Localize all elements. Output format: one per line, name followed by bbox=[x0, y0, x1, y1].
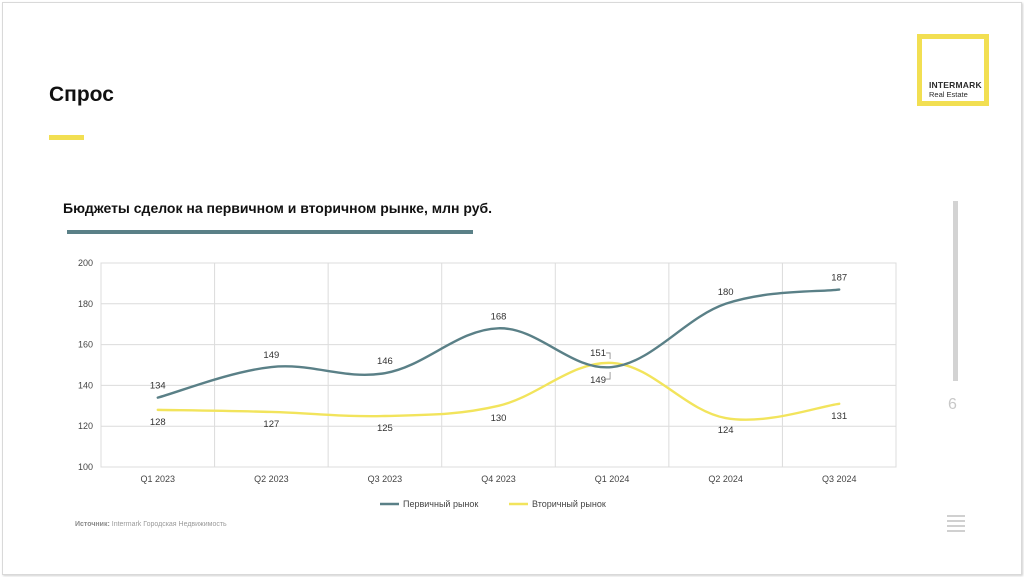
source-text: Intermark Городская Недвижимость bbox=[111, 521, 227, 528]
data-label-primary: 168 bbox=[491, 311, 507, 322]
chart-title: Бюджеты сделок на первичном и вторичном … bbox=[63, 200, 493, 216]
data-label-primary: 134 bbox=[150, 381, 166, 392]
y-tick-label: 100 bbox=[78, 462, 93, 472]
y-tick-label: 160 bbox=[78, 340, 93, 350]
source-label: Источник: bbox=[75, 521, 110, 528]
data-label-secondary: 125 bbox=[377, 423, 393, 434]
series-line-primary bbox=[156, 288, 841, 399]
page-number: 6 bbox=[948, 396, 957, 413]
chart-title-underline bbox=[67, 230, 473, 234]
data-label-secondary: 151 bbox=[590, 348, 606, 359]
vertical-scrollbar[interactable] bbox=[953, 201, 958, 381]
legend-label: Первичный рынок bbox=[403, 499, 478, 509]
data-label-primary: 149 bbox=[263, 350, 279, 361]
data-label-secondary: 124 bbox=[718, 425, 734, 436]
data-label-primary: 187 bbox=[831, 273, 847, 284]
x-tick-label: Q1 2024 bbox=[595, 474, 630, 484]
data-label-secondary: 127 bbox=[263, 419, 279, 430]
x-tick-label: Q2 2023 bbox=[254, 474, 289, 484]
y-tick-label: 200 bbox=[78, 258, 93, 268]
x-tick-label: Q1 2023 bbox=[141, 474, 176, 484]
data-label-primary: 146 bbox=[377, 356, 393, 367]
data-label-secondary: 128 bbox=[150, 417, 166, 428]
logo-subtitle: Real Estate bbox=[929, 90, 968, 99]
logo-name: INTERMARK bbox=[929, 80, 982, 90]
source-note: Источник: Intermark Городская Недвижимос… bbox=[75, 521, 227, 528]
legend-label: Вторичный рынок bbox=[532, 499, 606, 509]
title-accent-bar bbox=[49, 135, 84, 140]
leader-line bbox=[606, 372, 611, 380]
intermark-logo: INTERMARK Real Estate bbox=[917, 34, 989, 106]
x-tick-label: Q4 2023 bbox=[481, 474, 516, 484]
x-tick-label: Q2 2024 bbox=[708, 474, 743, 484]
y-tick-label: 120 bbox=[78, 421, 93, 431]
y-tick-label: 180 bbox=[78, 299, 93, 309]
menu-icon[interactable] bbox=[947, 515, 965, 532]
y-tick-label: 140 bbox=[78, 380, 93, 390]
page-title: Спрос bbox=[49, 83, 114, 106]
data-label-primary: 180 bbox=[718, 287, 734, 298]
data-label-secondary: 130 bbox=[491, 413, 507, 424]
leader-line bbox=[606, 352, 611, 359]
x-tick-label: Q3 2023 bbox=[368, 474, 403, 484]
x-tick-label: Q3 2024 bbox=[822, 474, 857, 484]
series-line-secondary bbox=[156, 361, 841, 421]
data-label-secondary: 131 bbox=[831, 411, 847, 422]
data-label-primary: 149 bbox=[590, 375, 606, 386]
